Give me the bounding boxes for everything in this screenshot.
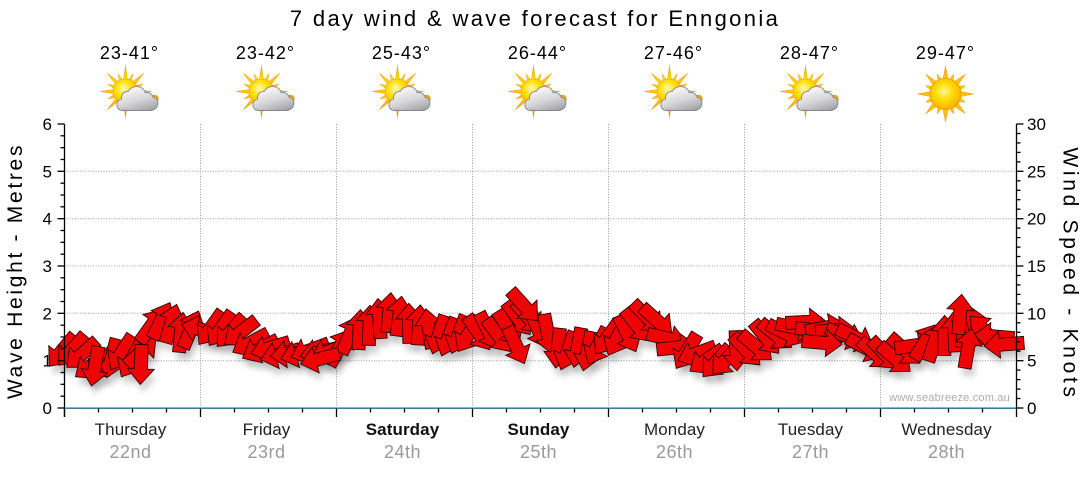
- svg-text:www.seabreeze.com.au: www.seabreeze.com.au: [888, 392, 1010, 404]
- svg-text:Saturday: Saturday: [366, 420, 440, 439]
- svg-text:23-41°: 23-41°: [100, 43, 159, 63]
- svg-text:27th: 27th: [792, 442, 829, 462]
- svg-text:0: 0: [43, 399, 52, 418]
- svg-text:Friday: Friday: [243, 420, 291, 439]
- svg-text:3: 3: [43, 257, 52, 276]
- svg-text:1: 1: [43, 352, 52, 371]
- svg-text:Sunday: Sunday: [507, 420, 569, 439]
- svg-text:Wave Height - Metres: Wave Height - Metres: [4, 143, 27, 399]
- svg-text:Wednesday: Wednesday: [901, 420, 992, 439]
- svg-text:Tuesday: Tuesday: [778, 420, 844, 439]
- svg-text:7 day wind & wave forecast for: 7 day wind & wave forecast for Enngonia: [290, 6, 780, 31]
- svg-text:5: 5: [1027, 352, 1036, 371]
- svg-text:20: 20: [1027, 210, 1046, 229]
- svg-text:25: 25: [1027, 162, 1046, 181]
- svg-text:28th: 28th: [928, 442, 965, 462]
- svg-text:30: 30: [1027, 115, 1046, 134]
- svg-text:Thursday: Thursday: [95, 420, 167, 439]
- svg-text:23rd: 23rd: [247, 442, 285, 462]
- svg-text:2: 2: [43, 304, 52, 323]
- svg-text:5: 5: [43, 162, 52, 181]
- svg-text:26-44°: 26-44°: [508, 43, 567, 63]
- svg-text:Monday: Monday: [644, 420, 705, 439]
- svg-text:25th: 25th: [520, 442, 557, 462]
- svg-text:22nd: 22nd: [109, 442, 151, 462]
- svg-text:25-43°: 25-43°: [372, 43, 431, 63]
- svg-text:23-42°: 23-42°: [236, 43, 295, 63]
- svg-text:15: 15: [1027, 257, 1046, 276]
- svg-text:4: 4: [43, 210, 52, 229]
- svg-text:24th: 24th: [384, 442, 421, 462]
- svg-text:27-46°: 27-46°: [644, 43, 703, 63]
- svg-text:Wind Speed - Knots: Wind Speed - Knots: [1059, 147, 1080, 400]
- svg-text:10: 10: [1027, 304, 1046, 323]
- svg-text:6: 6: [43, 115, 52, 134]
- svg-text:29-47°: 29-47°: [916, 43, 975, 63]
- svg-text:26th: 26th: [656, 442, 693, 462]
- svg-text:28-47°: 28-47°: [780, 43, 839, 63]
- svg-text:0: 0: [1027, 399, 1036, 418]
